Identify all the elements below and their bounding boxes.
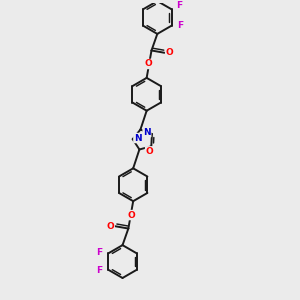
Text: O: O [106,222,114,231]
Text: F: F [97,248,103,257]
Text: F: F [177,21,183,30]
Text: O: O [128,211,135,220]
Text: N: N [134,134,142,142]
Text: F: F [97,266,103,275]
Text: O: O [166,48,173,57]
Text: O: O [146,147,153,156]
Text: N: N [143,128,151,137]
Text: O: O [145,59,152,68]
Text: F: F [176,2,182,10]
